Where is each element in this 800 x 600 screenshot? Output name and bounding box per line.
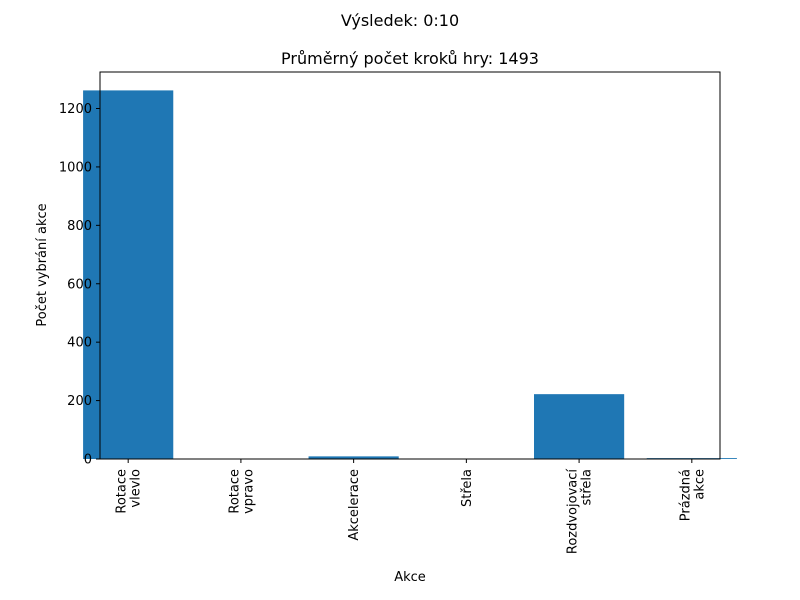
x-tick-label-5: Prázdná akce [678, 469, 707, 521]
y-tick-label-6: 1200 [59, 102, 92, 117]
x-tick-label-3: Střela [460, 469, 475, 507]
bar-2 [308, 456, 399, 459]
x-tick-label-0: Rotace vlevlo [115, 469, 144, 514]
y-tick-label-3: 600 [67, 277, 92, 292]
x-tick-label-1: Rotace vpravo [227, 469, 256, 514]
x-tick-label-line: Rotace [115, 469, 130, 514]
x-tick-label-4: Rozdvojovací střela [566, 469, 595, 554]
y-tick-label-2: 400 [67, 336, 92, 351]
x-axis: Rotace vlevlo Rotace vpravo Akcelerace Střela… [115, 459, 707, 554]
x-tick-label-line: Rozdvojovací [566, 469, 581, 554]
y-tick-label-1: 200 [67, 394, 92, 409]
x-tick-label-line: Střela [460, 469, 475, 507]
x-tick-label-line: Akcelerace [347, 469, 362, 541]
y-tick-label-5: 1000 [59, 160, 92, 175]
bar-0 [83, 90, 174, 459]
x-tick-label-line: vlevlo [129, 469, 144, 508]
x-axis-label: Akce [394, 570, 426, 585]
y-tick-label-4: 800 [67, 219, 92, 234]
x-tick-label-line: akce [692, 469, 707, 500]
x-tick-label-line: vpravo [241, 469, 256, 514]
y-axis-label: Počet vybrání akce [35, 203, 50, 326]
bar-4 [534, 394, 625, 459]
plot-frame [99, 71, 721, 460]
y-axis: 0 200 400 600 800 1000 1200 [59, 102, 100, 468]
bars-group [83, 90, 737, 459]
x-tick-label-line: Prázdná [678, 469, 693, 521]
x-tick-label-2: Akcelerace [347, 469, 362, 541]
y-tick-label-0: 0 [84, 453, 92, 468]
x-tick-label-line: střela [580, 469, 595, 506]
chart-title: Průměrný počet kroků hry: 1493 [281, 49, 539, 68]
x-tick-label-line: Rotace [227, 469, 242, 514]
figure-suptitle: Výsledek: 0:10 [341, 11, 459, 30]
